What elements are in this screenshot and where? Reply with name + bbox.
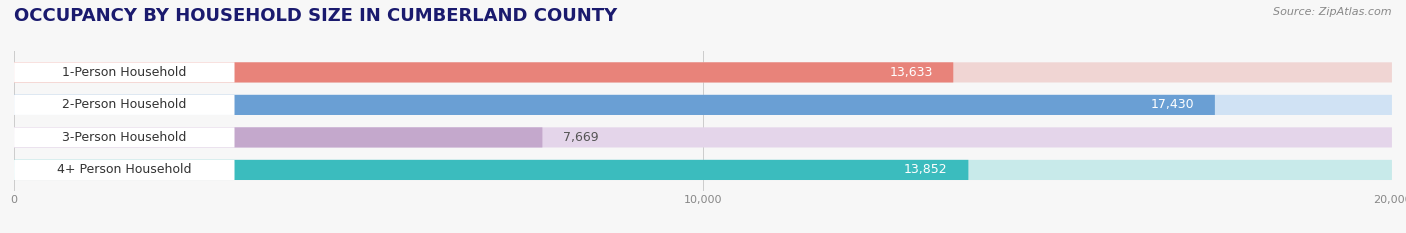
FancyBboxPatch shape xyxy=(14,62,953,82)
Text: Source: ZipAtlas.com: Source: ZipAtlas.com xyxy=(1274,7,1392,17)
FancyBboxPatch shape xyxy=(14,95,1215,115)
Text: 2-Person Household: 2-Person Household xyxy=(62,98,187,111)
Text: 4+ Person Household: 4+ Person Household xyxy=(58,163,191,176)
Text: 7,669: 7,669 xyxy=(562,131,599,144)
Text: 13,852: 13,852 xyxy=(904,163,948,176)
FancyBboxPatch shape xyxy=(14,160,1392,180)
FancyBboxPatch shape xyxy=(14,95,235,115)
FancyBboxPatch shape xyxy=(14,95,1392,115)
Text: 17,430: 17,430 xyxy=(1150,98,1194,111)
FancyBboxPatch shape xyxy=(14,160,969,180)
FancyBboxPatch shape xyxy=(14,127,235,147)
Text: 1-Person Household: 1-Person Household xyxy=(62,66,187,79)
Text: 3-Person Household: 3-Person Household xyxy=(62,131,187,144)
FancyBboxPatch shape xyxy=(14,127,1392,147)
FancyBboxPatch shape xyxy=(14,127,543,147)
Text: OCCUPANCY BY HOUSEHOLD SIZE IN CUMBERLAND COUNTY: OCCUPANCY BY HOUSEHOLD SIZE IN CUMBERLAN… xyxy=(14,7,617,25)
Text: 13,633: 13,633 xyxy=(889,66,932,79)
FancyBboxPatch shape xyxy=(14,62,1392,82)
FancyBboxPatch shape xyxy=(14,160,235,180)
FancyBboxPatch shape xyxy=(14,62,235,82)
